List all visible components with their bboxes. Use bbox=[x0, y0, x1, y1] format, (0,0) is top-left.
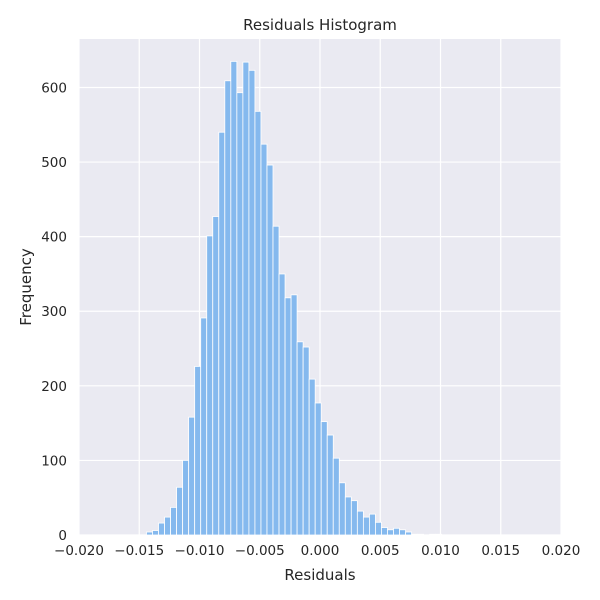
histogram-bar bbox=[399, 529, 406, 536]
histogram-bar bbox=[417, 533, 425, 536]
histogram-bar bbox=[170, 507, 178, 536]
y-axis-ticks: 0 100 200 300 400 500 600 bbox=[41, 80, 67, 544]
histogram-bar bbox=[266, 164, 274, 536]
histogram-bar bbox=[350, 500, 358, 536]
x-axis-label: Residuals bbox=[284, 566, 355, 584]
x-tick-label: −0.010 bbox=[175, 543, 225, 559]
histogram-bar bbox=[302, 346, 310, 536]
chart-title: Residuals Histogram bbox=[243, 16, 397, 34]
histogram-bar bbox=[387, 529, 394, 536]
histogram-bar bbox=[146, 531, 153, 536]
y-tick-label: 200 bbox=[41, 379, 67, 395]
histogram-bar bbox=[296, 341, 304, 536]
histogram-bar bbox=[200, 317, 208, 536]
y-tick-label: 500 bbox=[41, 155, 67, 171]
x-tick-label: 0.015 bbox=[481, 543, 520, 559]
histogram-bar bbox=[381, 527, 388, 536]
histogram-bar bbox=[212, 216, 220, 536]
bars bbox=[146, 60, 443, 536]
histogram-bar bbox=[158, 522, 165, 536]
histogram-bar bbox=[224, 80, 232, 536]
histogram-bar bbox=[194, 366, 202, 536]
histogram-bar bbox=[236, 92, 244, 536]
x-tick-label: −0.005 bbox=[235, 543, 285, 559]
x-tick-label: 0.010 bbox=[421, 543, 460, 559]
histogram-bar bbox=[248, 69, 256, 536]
y-axis-label: Frequency bbox=[17, 248, 35, 326]
histogram-bar bbox=[290, 294, 298, 536]
histogram-bar bbox=[278, 273, 286, 536]
histogram-bar bbox=[375, 521, 382, 536]
y-tick-label: 100 bbox=[41, 453, 67, 469]
histogram-bar bbox=[176, 486, 184, 536]
histogram-bar bbox=[230, 60, 238, 536]
histogram-bar bbox=[272, 225, 280, 536]
histogram-bar bbox=[314, 402, 322, 536]
x-tick-label: −0.020 bbox=[54, 543, 104, 559]
histogram-bar bbox=[411, 533, 419, 536]
histogram-bar bbox=[369, 513, 376, 536]
histogram-bar bbox=[188, 416, 196, 536]
histogram-bar bbox=[152, 530, 159, 536]
x-tick-label: −0.015 bbox=[114, 543, 164, 559]
histogram-bar bbox=[332, 457, 340, 536]
histogram-bar bbox=[338, 482, 346, 536]
histogram-bar bbox=[254, 110, 262, 536]
histogram-bar bbox=[284, 297, 292, 536]
y-tick-label: 0 bbox=[58, 528, 67, 544]
histogram-bar bbox=[429, 533, 437, 536]
x-tick-label: 0.000 bbox=[301, 543, 340, 559]
histogram-bar bbox=[260, 143, 268, 536]
x-axis-ticks: −0.020 −0.015 −0.010 −0.005 0.000 0.005 0.010 0… bbox=[54, 543, 580, 559]
histogram-bar bbox=[242, 61, 250, 536]
histogram-bar bbox=[344, 496, 352, 536]
histogram-bar bbox=[320, 421, 328, 536]
histogram-bar bbox=[308, 378, 316, 536]
histogram-bar bbox=[326, 434, 334, 536]
histogram-bar bbox=[206, 235, 214, 536]
y-tick-label: 600 bbox=[41, 80, 67, 96]
histogram-bar bbox=[218, 131, 226, 536]
histogram-bar bbox=[362, 516, 370, 536]
histogram-bar bbox=[405, 531, 412, 536]
histogram-bar bbox=[164, 516, 171, 536]
histogram-bar bbox=[182, 460, 190, 536]
histogram-bar bbox=[435, 533, 443, 536]
histogram-bar bbox=[393, 527, 400, 536]
histogram-bar bbox=[356, 510, 364, 536]
x-tick-label: 0.020 bbox=[542, 543, 581, 559]
x-tick-label: 0.005 bbox=[361, 543, 400, 559]
y-tick-label: 300 bbox=[41, 304, 67, 320]
y-tick-label: 400 bbox=[41, 230, 67, 246]
